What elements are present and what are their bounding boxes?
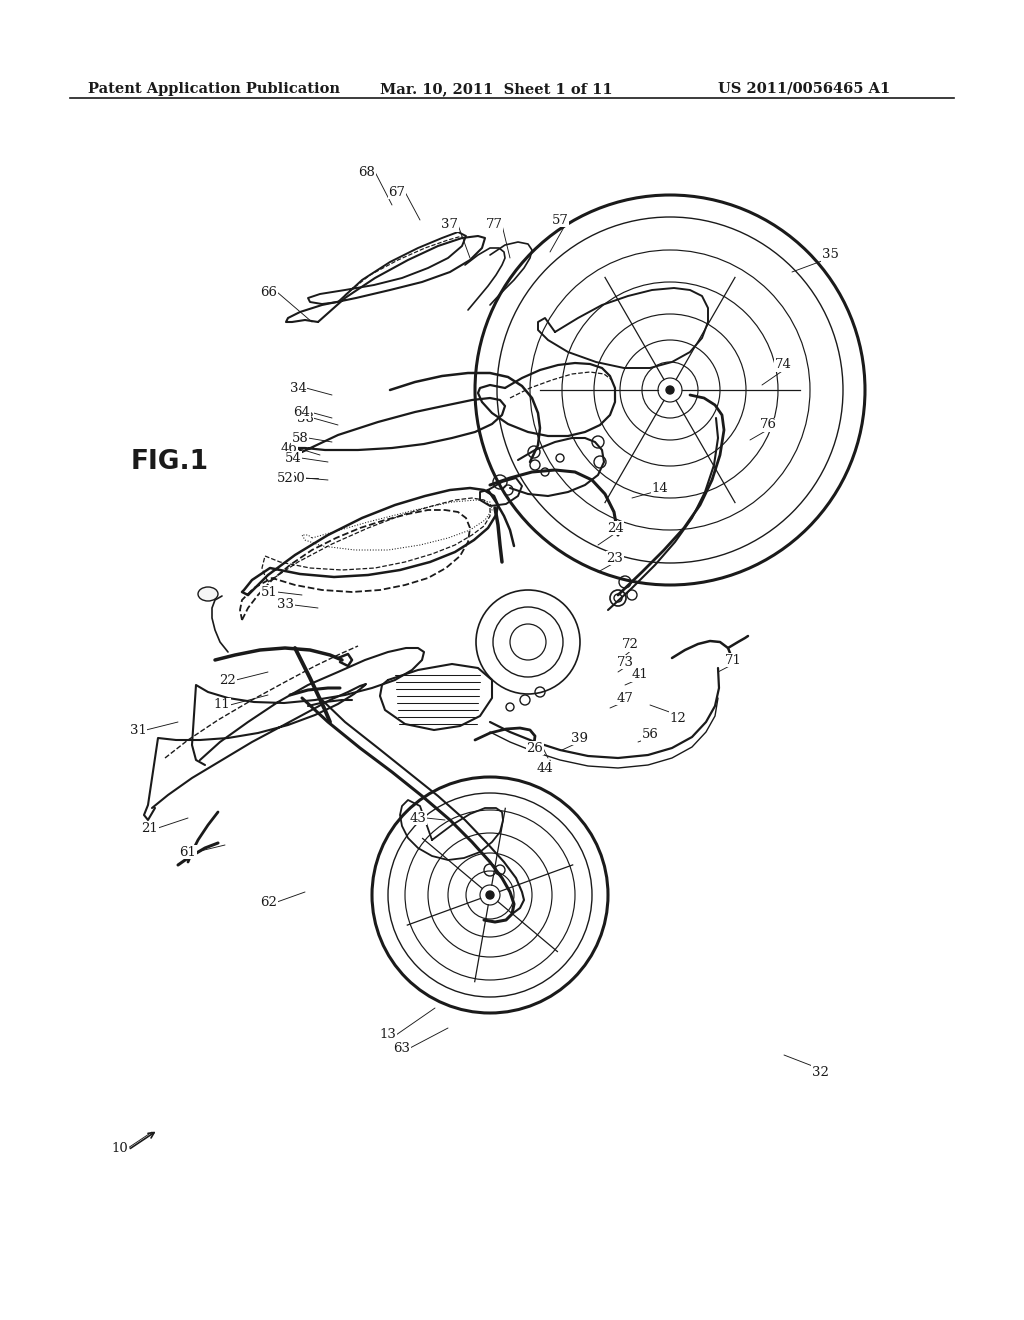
Text: 73: 73 bbox=[616, 656, 634, 668]
Text: 44: 44 bbox=[537, 762, 553, 775]
Text: 68: 68 bbox=[358, 165, 376, 178]
Text: 62: 62 bbox=[260, 895, 278, 908]
Text: US 2011/0056465 A1: US 2011/0056465 A1 bbox=[718, 82, 890, 96]
Text: 33: 33 bbox=[278, 598, 295, 611]
Text: 46: 46 bbox=[281, 441, 297, 454]
Text: 38: 38 bbox=[297, 412, 313, 425]
Text: 52: 52 bbox=[276, 471, 293, 484]
Text: 51: 51 bbox=[261, 586, 278, 598]
Text: 35: 35 bbox=[821, 248, 839, 261]
Text: 72: 72 bbox=[622, 639, 638, 652]
Text: 32: 32 bbox=[812, 1065, 828, 1078]
Text: 63: 63 bbox=[393, 1041, 411, 1055]
Text: 31: 31 bbox=[130, 723, 146, 737]
Text: Mar. 10, 2011  Sheet 1 of 11: Mar. 10, 2011 Sheet 1 of 11 bbox=[380, 82, 612, 96]
Circle shape bbox=[666, 385, 674, 393]
Text: 23: 23 bbox=[606, 552, 624, 565]
Text: 61: 61 bbox=[179, 846, 197, 858]
Text: 54: 54 bbox=[285, 451, 301, 465]
Text: 43: 43 bbox=[410, 812, 426, 825]
Text: 26: 26 bbox=[526, 742, 544, 755]
Circle shape bbox=[486, 891, 494, 899]
Text: 37: 37 bbox=[441, 219, 459, 231]
Text: Patent Application Publication: Patent Application Publication bbox=[88, 82, 340, 96]
Text: 57: 57 bbox=[552, 214, 568, 227]
Text: 66: 66 bbox=[260, 285, 278, 298]
Text: 22: 22 bbox=[219, 673, 237, 686]
Text: 64: 64 bbox=[294, 405, 310, 418]
Text: 76: 76 bbox=[760, 418, 776, 432]
Text: 71: 71 bbox=[725, 653, 741, 667]
Text: 14: 14 bbox=[651, 482, 669, 495]
Text: 67: 67 bbox=[388, 186, 406, 198]
Text: 58: 58 bbox=[292, 432, 308, 445]
Text: 13: 13 bbox=[380, 1028, 396, 1041]
Text: 50: 50 bbox=[289, 471, 305, 484]
Text: 39: 39 bbox=[571, 731, 589, 744]
Text: 12: 12 bbox=[670, 711, 686, 725]
Text: 77: 77 bbox=[485, 219, 503, 231]
Text: 41: 41 bbox=[632, 668, 648, 681]
Ellipse shape bbox=[198, 587, 218, 601]
Text: 21: 21 bbox=[141, 821, 159, 834]
Text: 24: 24 bbox=[606, 521, 624, 535]
Text: FIG.1: FIG.1 bbox=[131, 449, 209, 475]
Text: 47: 47 bbox=[616, 692, 634, 705]
Text: 11: 11 bbox=[214, 698, 230, 711]
Text: 10: 10 bbox=[112, 1142, 128, 1155]
Text: 56: 56 bbox=[642, 729, 658, 742]
Text: 34: 34 bbox=[290, 381, 306, 395]
Text: 74: 74 bbox=[774, 359, 792, 371]
